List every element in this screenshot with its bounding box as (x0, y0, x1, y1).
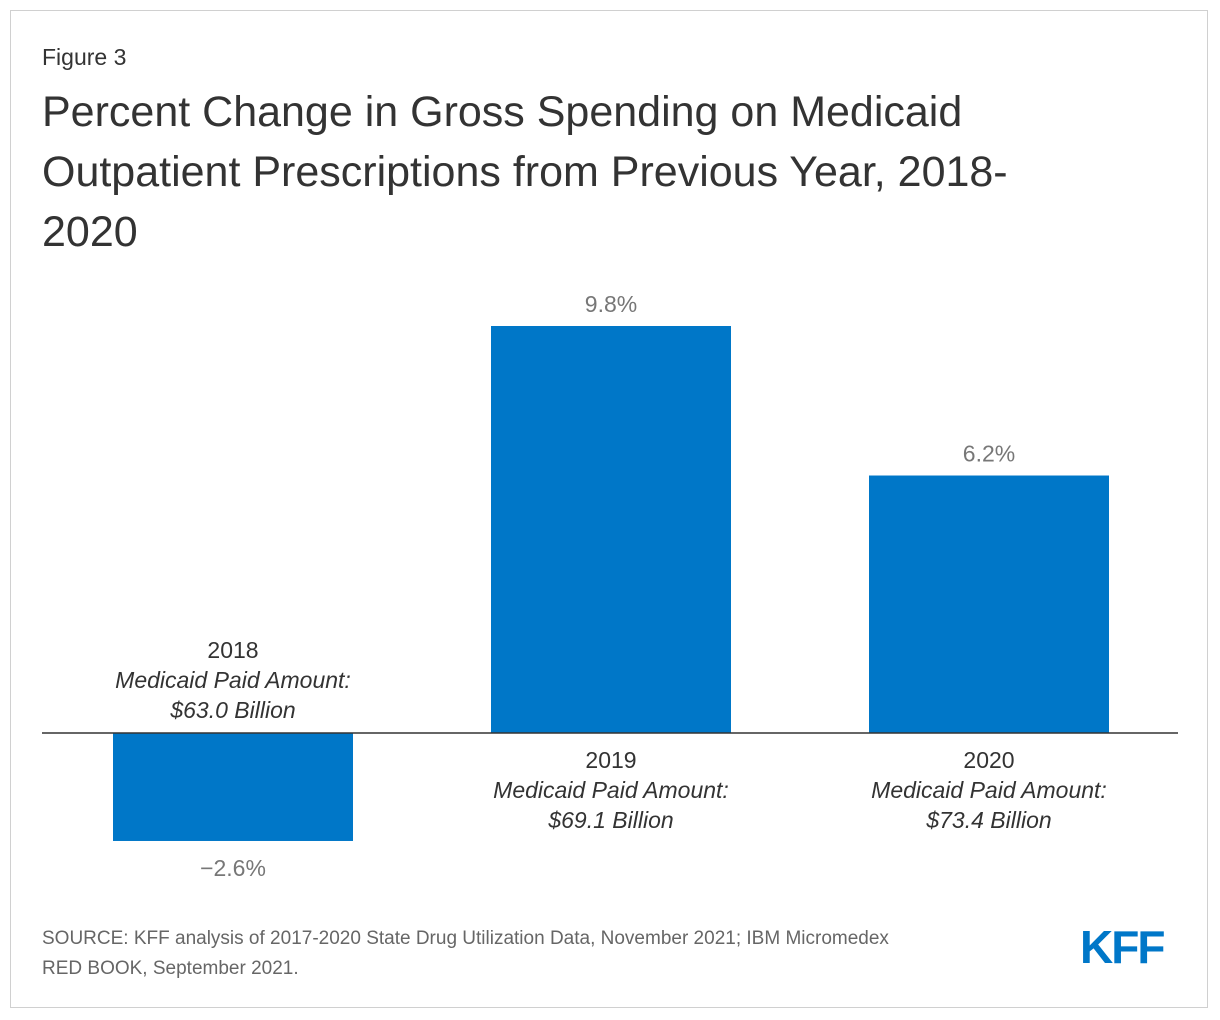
value-label-2020: 6.2% (963, 441, 1015, 467)
category-label-2020: 2020 (963, 747, 1014, 773)
bar-2018 (113, 733, 353, 841)
bar-2020 (869, 475, 1109, 733)
paid-amount-caption-2019: Medicaid Paid Amount: (493, 777, 729, 803)
source-line-1: SOURCE: KFF analysis of 2017-2020 State … (42, 928, 889, 949)
chart-title-line-1: Percent Change in Gross Spending on Medi… (42, 88, 963, 136)
figure-label: Figure 3 (42, 44, 127, 70)
paid-amount-2020: $73.4 Billion (925, 807, 1051, 833)
paid-amount-caption-2018: Medicaid Paid Amount: (115, 667, 351, 693)
kff-logo: KFF (1080, 921, 1165, 973)
source-line-2: RED BOOK, September 2021. (42, 958, 299, 979)
chart-title-line-3: 2020 (42, 208, 138, 256)
paid-amount-2019: $69.1 Billion (547, 807, 673, 833)
value-label-2019: 9.8% (585, 291, 637, 317)
category-label-2019: 2019 (585, 747, 636, 773)
chart-title: Percent Change in Gross Spending on Medi… (42, 82, 1162, 262)
paid-amount-2018: $63.0 Billion (169, 697, 295, 723)
category-label-2018: 2018 (207, 637, 258, 663)
bar-2019 (491, 326, 731, 733)
chart-title-line-2: Outpatient Prescriptions from Previous Y… (42, 148, 1008, 196)
figure-frame (10, 10, 1208, 1008)
value-label-2018: −2.6% (200, 855, 266, 881)
source-note: SOURCE: KFF analysis of 2017-2020 State … (42, 924, 1052, 984)
paid-amount-caption-2020: Medicaid Paid Amount: (871, 777, 1107, 803)
